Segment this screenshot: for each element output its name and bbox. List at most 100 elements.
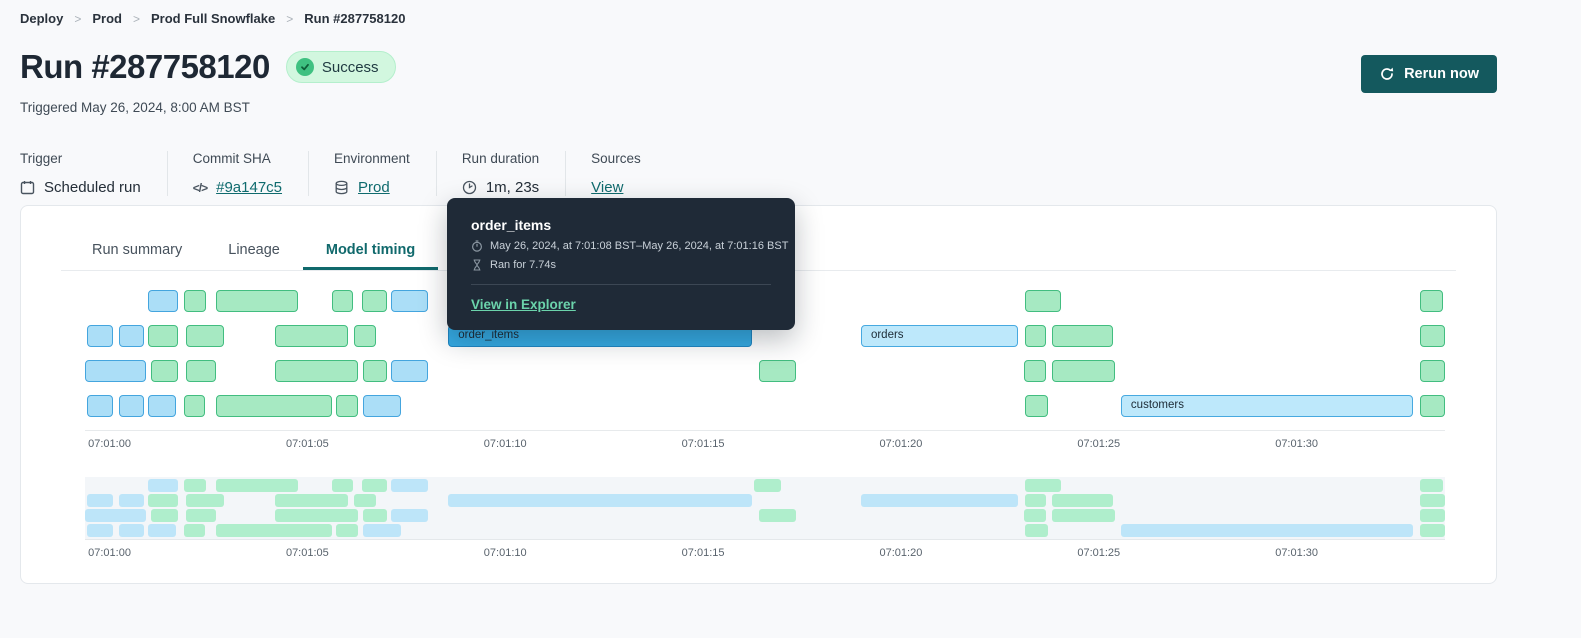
gantt-bar[interactable] bbox=[86, 395, 114, 417]
gantt-bar[interactable] bbox=[1051, 325, 1113, 347]
minimap-bar bbox=[1024, 524, 1048, 537]
gantt-bar[interactable] bbox=[119, 395, 144, 417]
gantt-bar[interactable] bbox=[1420, 325, 1445, 347]
meta-run-duration: Run duration 1m, 23s bbox=[462, 151, 567, 196]
breadcrumb: Deploy > Prod > Prod Full Snowflake > Ru… bbox=[20, 6, 1497, 26]
minimap-bar bbox=[1419, 479, 1444, 492]
gantt-bar[interactable] bbox=[186, 325, 225, 347]
gantt-bar[interactable] bbox=[1024, 395, 1048, 417]
minimap-bar bbox=[860, 494, 1018, 507]
breadcrumb-separator-icon: > bbox=[74, 11, 82, 26]
tab-lineage[interactable]: Lineage bbox=[228, 242, 280, 258]
breadcrumb-prod[interactable]: Prod bbox=[92, 11, 122, 26]
gantt-row: order_items orders bbox=[85, 325, 1445, 347]
tab-model-timing[interactable]: Model timing bbox=[302, 234, 439, 270]
gantt-bar-orders[interactable]: orders bbox=[860, 325, 1018, 347]
minimap-bar bbox=[147, 524, 177, 537]
clock-icon bbox=[462, 180, 477, 195]
refresh-icon bbox=[1379, 66, 1395, 82]
gantt-bar[interactable] bbox=[1023, 360, 1046, 382]
gantt-bar[interactable] bbox=[216, 395, 332, 417]
environment-link[interactable]: Prod bbox=[358, 179, 390, 196]
minimap-bar bbox=[448, 494, 753, 507]
axis-tick-label: 07:01:05 bbox=[285, 547, 329, 559]
gantt-bar[interactable] bbox=[391, 290, 429, 312]
minimap-bar bbox=[391, 509, 429, 522]
minimap-row bbox=[85, 479, 1445, 492]
breadcrumb-deploy[interactable]: Deploy bbox=[20, 11, 64, 26]
gantt-bar[interactable] bbox=[186, 360, 217, 382]
minimap-bar bbox=[274, 494, 349, 507]
minimap-row bbox=[85, 509, 1445, 522]
minimap-bar bbox=[1420, 509, 1445, 522]
gantt-bar[interactable] bbox=[216, 290, 299, 312]
minimap-bar bbox=[183, 524, 205, 537]
axis-tick-label: 07:01:20 bbox=[879, 438, 923, 450]
minimap-bar bbox=[336, 524, 359, 537]
minimap-bar bbox=[216, 524, 332, 537]
minimap-bar bbox=[331, 479, 354, 492]
gantt-bar[interactable] bbox=[274, 325, 349, 347]
gantt-bar[interactable] bbox=[151, 360, 179, 382]
minimap-bar bbox=[1023, 509, 1046, 522]
breadcrumb-separator-icon: > bbox=[286, 11, 294, 26]
meta-environment: Environment Prod bbox=[334, 151, 437, 196]
minimap-bar bbox=[151, 509, 179, 522]
gantt-bar[interactable] bbox=[391, 360, 429, 382]
minimap-bar bbox=[119, 524, 144, 537]
gantt-bar[interactable] bbox=[1051, 360, 1115, 382]
page-header: Deploy > Prod > Prod Full Snowflake > Ru… bbox=[0, 0, 1581, 196]
rerun-now-button[interactable]: Rerun now bbox=[1361, 55, 1497, 93]
sources-view-link[interactable]: View bbox=[591, 179, 624, 196]
gantt-bar[interactable] bbox=[363, 360, 387, 382]
gantt-bar[interactable] bbox=[85, 360, 147, 382]
breadcrumb-job[interactable]: Prod Full Snowflake bbox=[151, 11, 276, 26]
gantt-bar[interactable] bbox=[148, 325, 179, 347]
minimap-bar bbox=[391, 479, 429, 492]
run-duration-value: 1m, 23s bbox=[485, 179, 540, 196]
axis-tick-label: 07:01:25 bbox=[1077, 438, 1121, 450]
commit-sha-link[interactable]: #9a147c5 bbox=[216, 179, 283, 196]
minimap-brush-area[interactable] bbox=[85, 477, 1445, 540]
gantt-bar[interactable] bbox=[1419, 290, 1444, 312]
minimap-time-axis: 07:01:00 07:01:05 07:01:10 07:01:15 07:01:20… bbox=[85, 540, 1445, 560]
gantt-row: customers bbox=[85, 395, 1445, 417]
minimap-bar bbox=[186, 494, 225, 507]
minimap-bar bbox=[85, 509, 147, 522]
tab-run-summary[interactable]: Run summary bbox=[92, 242, 183, 258]
gantt-bar[interactable] bbox=[363, 395, 402, 417]
minimap-bar bbox=[216, 479, 299, 492]
meta-commit-sha: Commit SHA </> #9a147c5 bbox=[192, 151, 310, 196]
status-badge-label: Success bbox=[321, 58, 379, 76]
minimap-bar bbox=[86, 494, 114, 507]
breadcrumb-separator-icon: > bbox=[132, 11, 140, 26]
gantt-bar[interactable] bbox=[758, 360, 797, 382]
gantt-bar[interactable] bbox=[1024, 325, 1046, 347]
gantt-bar[interactable] bbox=[354, 325, 377, 347]
code-icon: </> bbox=[192, 180, 208, 195]
trigger-value: Scheduled run bbox=[44, 179, 141, 196]
gantt-bar[interactable] bbox=[147, 290, 179, 312]
run-detail-card: Run summary Lineage Model timing Artifac… bbox=[20, 205, 1497, 584]
gantt-bar[interactable] bbox=[1024, 290, 1061, 312]
view-in-explorer-link[interactable]: View in Explorer bbox=[471, 297, 576, 312]
minimap-bar bbox=[1051, 494, 1113, 507]
minimap-bar bbox=[1024, 494, 1046, 507]
gantt-time-axis: 07:01:00 07:01:05 07:01:10 07:01:15 07:01:20… bbox=[85, 430, 1445, 452]
gantt-bar[interactable] bbox=[274, 360, 359, 382]
axis-tick-label: 07:01:15 bbox=[681, 547, 725, 559]
gantt-bar[interactable] bbox=[1420, 395, 1445, 417]
minimap-bar bbox=[274, 509, 359, 522]
gantt-bar[interactable] bbox=[331, 290, 354, 312]
gantt-bar[interactable] bbox=[147, 395, 177, 417]
gantt-bar[interactable] bbox=[362, 290, 387, 312]
gantt-bar-customers[interactable]: customers bbox=[1120, 395, 1413, 417]
gantt-bar[interactable] bbox=[183, 290, 207, 312]
gantt-bar[interactable] bbox=[86, 325, 114, 347]
axis-tick-label: 07:01:00 bbox=[88, 438, 131, 450]
gantt-bar[interactable] bbox=[183, 395, 205, 417]
gantt-bar[interactable] bbox=[1420, 360, 1445, 382]
gantt-bar[interactable] bbox=[119, 325, 144, 347]
gantt-bar[interactable] bbox=[336, 395, 359, 417]
status-badge: Success bbox=[285, 51, 396, 83]
